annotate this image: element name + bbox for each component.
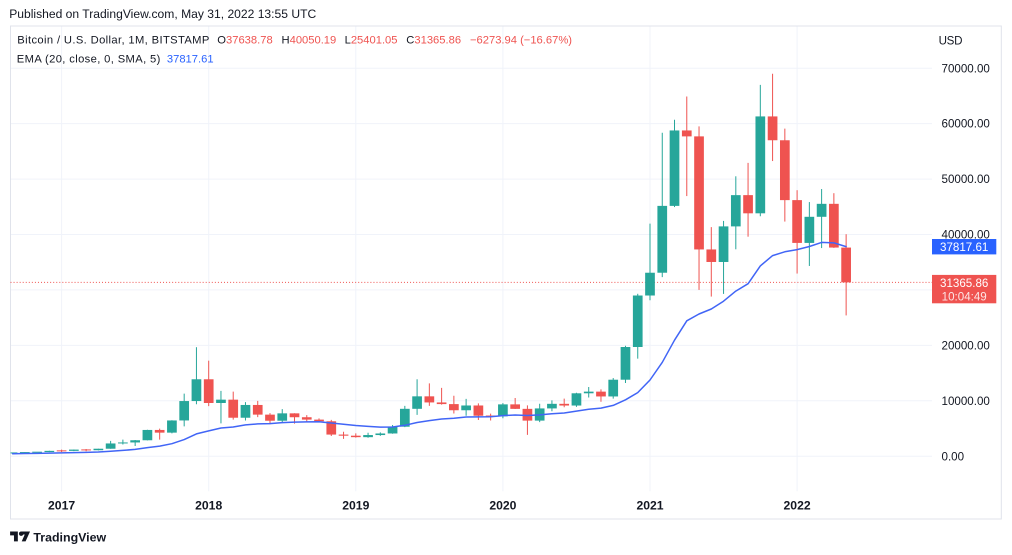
svg-text:Published on TradingView.com,: Published on TradingView.com, May 31, 20… bbox=[9, 7, 316, 21]
svg-text:−6273.94 (−16.67%): −6273.94 (−16.67%) bbox=[470, 35, 572, 47]
svg-text:20000.00: 20000.00 bbox=[942, 339, 990, 352]
svg-text:10:04:49: 10:04:49 bbox=[942, 291, 987, 304]
svg-text:37817.61: 37817.61 bbox=[940, 241, 988, 254]
svg-text:EMA (20, close, 0, SMA, 5): EMA (20, close, 0, SMA, 5) bbox=[17, 53, 161, 65]
svg-text:Bitcoin / U.S. Dollar, 1M, BIT: Bitcoin / U.S. Dollar, 1M, BITSTAMP bbox=[17, 35, 209, 47]
svg-text:40000.00: 40000.00 bbox=[942, 229, 990, 242]
svg-text:70000.00: 70000.00 bbox=[942, 62, 990, 75]
svg-text:L25401.05: L25401.05 bbox=[345, 35, 398, 47]
svg-text:USD: USD bbox=[939, 34, 963, 47]
svg-text:2019: 2019 bbox=[342, 499, 369, 513]
svg-text:TradingView: TradingView bbox=[33, 530, 106, 544]
svg-text:37817.61: 37817.61 bbox=[167, 53, 214, 65]
svg-text:H40050.19: H40050.19 bbox=[282, 35, 337, 47]
svg-text:60000.00: 60000.00 bbox=[942, 118, 990, 131]
svg-text:2018: 2018 bbox=[195, 499, 222, 513]
svg-text:31365.86: 31365.86 bbox=[940, 277, 988, 290]
svg-text:C31365.86: C31365.86 bbox=[406, 35, 461, 47]
svg-text:2020: 2020 bbox=[489, 499, 516, 513]
svg-text:50000.00: 50000.00 bbox=[942, 173, 990, 186]
svg-text:10000.00: 10000.00 bbox=[942, 395, 990, 408]
svg-text:2021: 2021 bbox=[636, 499, 663, 513]
svg-text:0.00: 0.00 bbox=[942, 450, 965, 463]
svg-text:2022: 2022 bbox=[784, 499, 811, 513]
svg-text:O37638.78: O37638.78 bbox=[217, 35, 272, 47]
svg-text:2017: 2017 bbox=[48, 499, 75, 513]
